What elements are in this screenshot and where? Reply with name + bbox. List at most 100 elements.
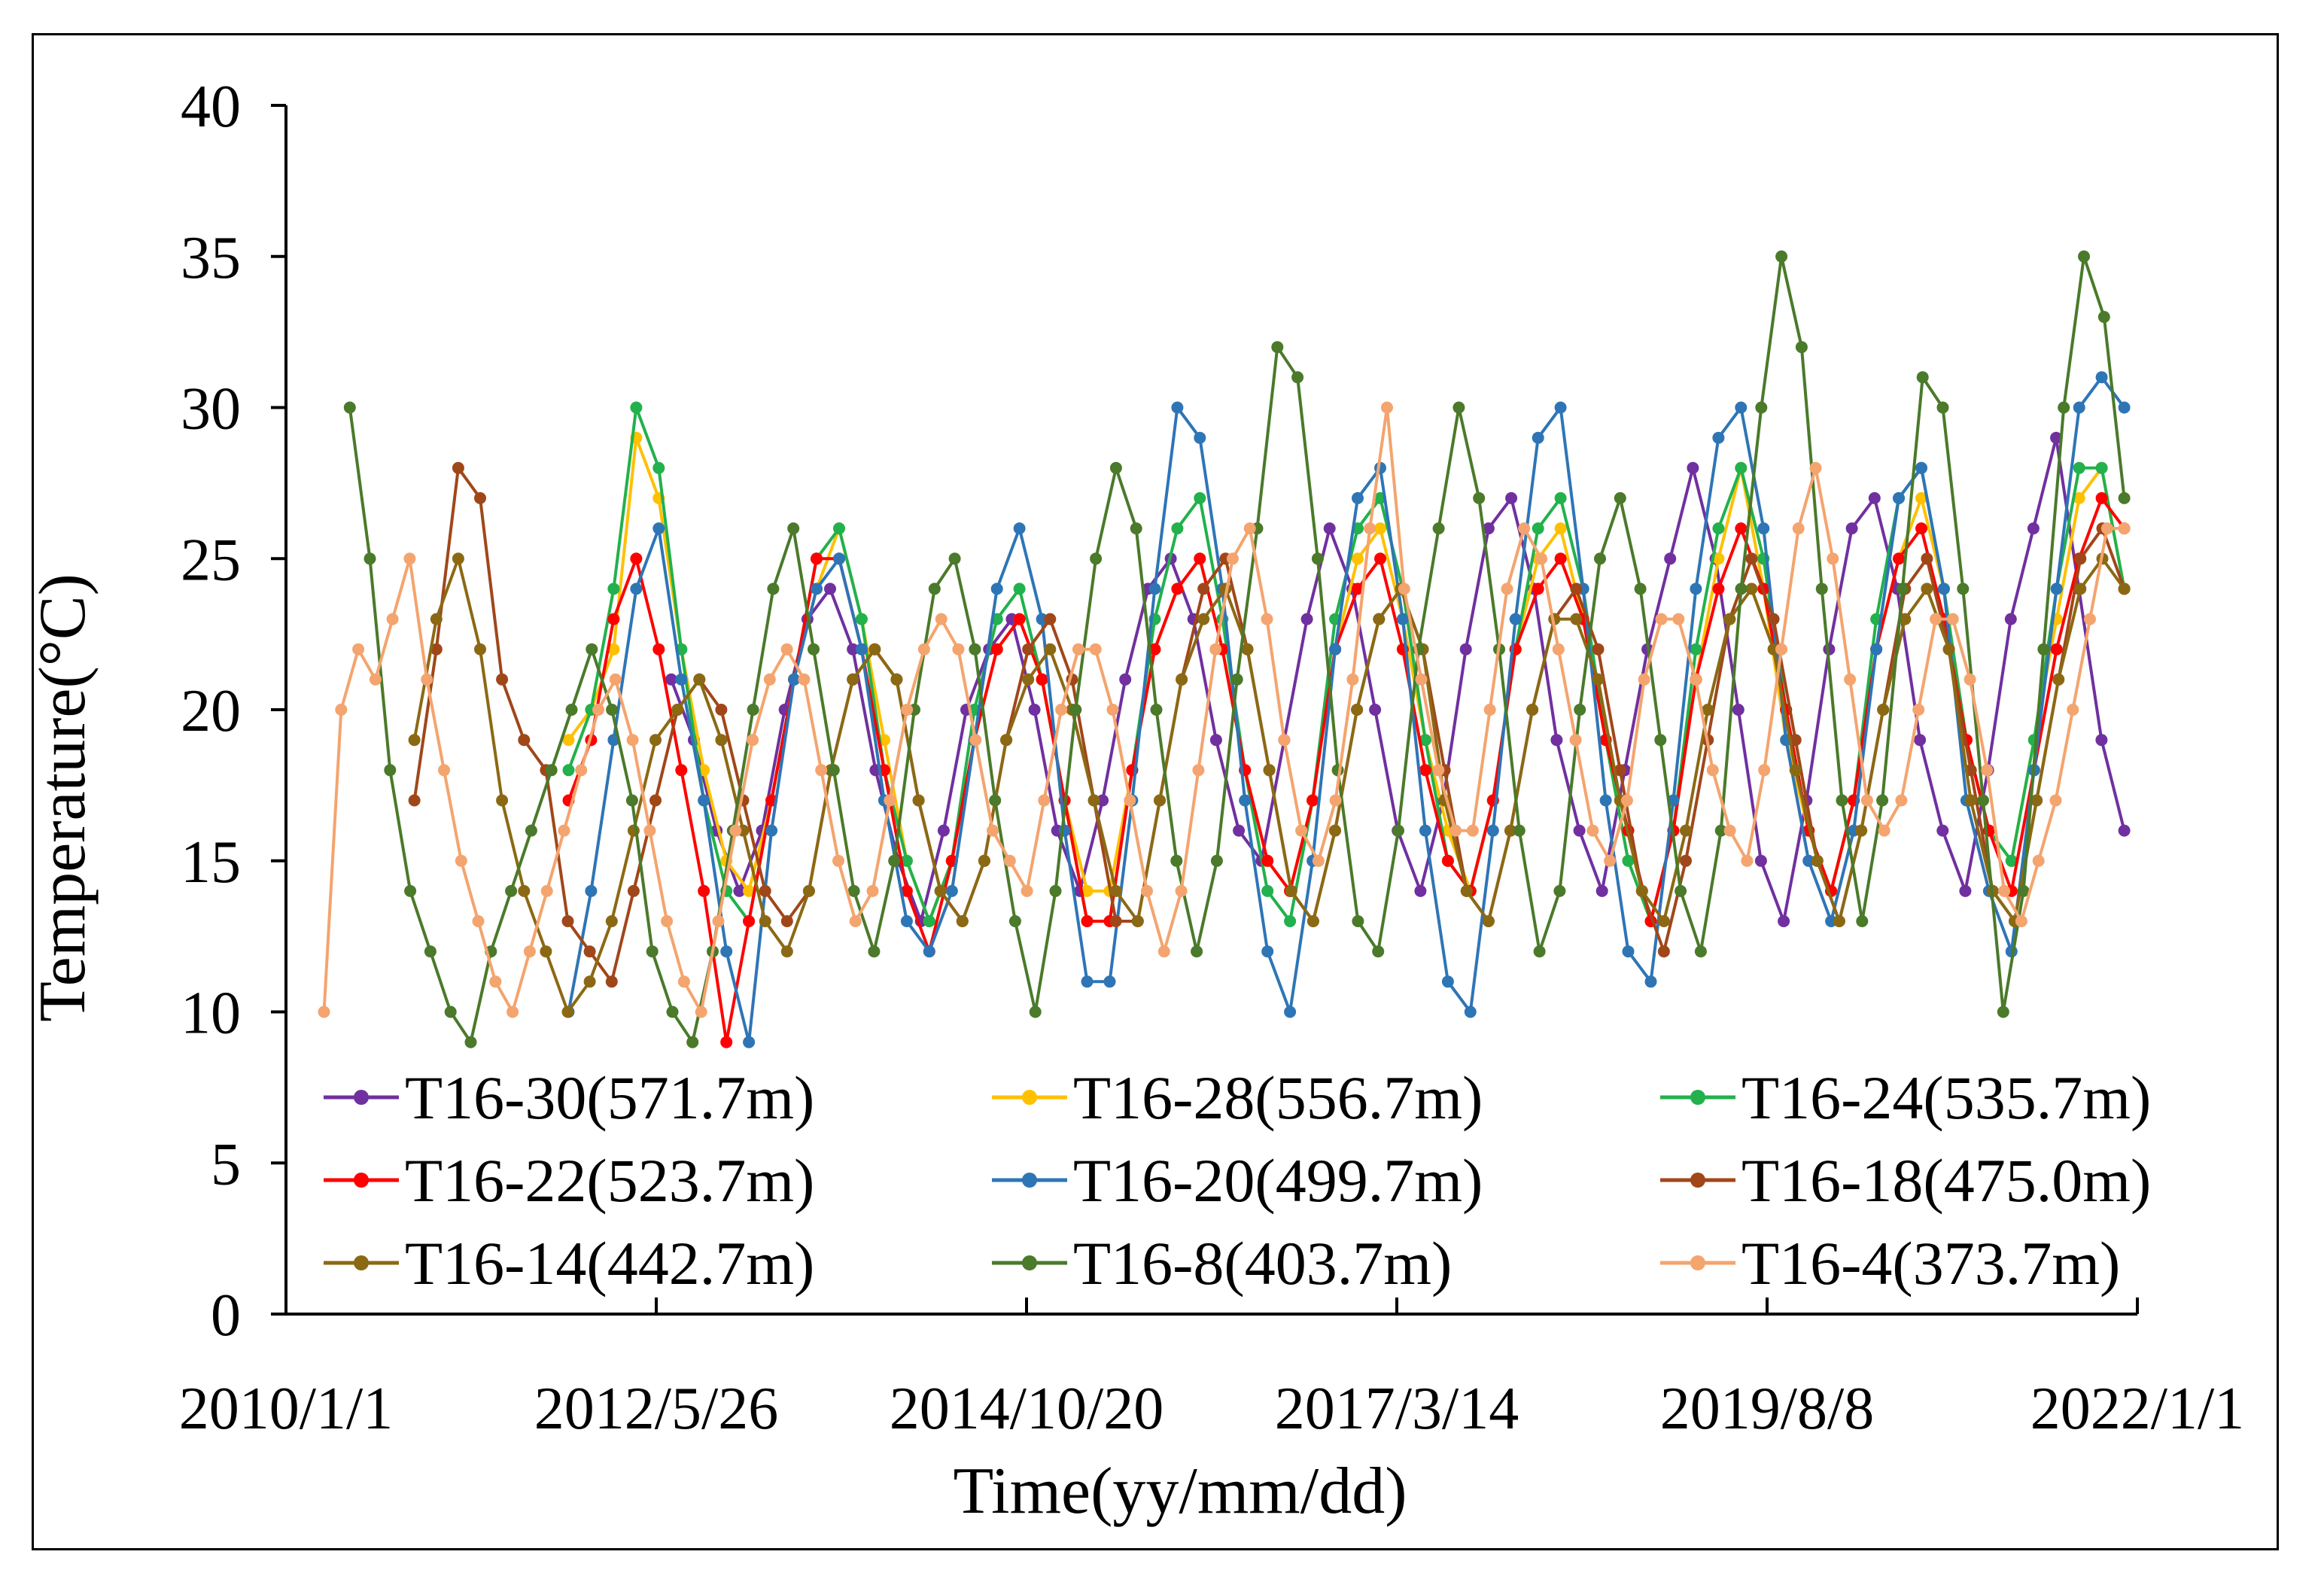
data-point xyxy=(917,643,930,656)
legend-marker xyxy=(1690,1090,1705,1105)
data-point xyxy=(847,884,860,897)
data-point xyxy=(1690,643,1702,656)
legend-label: T16-8(403.7m) xyxy=(1073,1229,1452,1298)
data-point xyxy=(1482,522,1495,535)
data-point xyxy=(2050,643,2063,656)
data-point xyxy=(1352,491,1364,504)
x-tick-label: 2012/5/26 xyxy=(534,1376,778,1442)
data-point xyxy=(1792,522,1805,535)
data-point xyxy=(1278,734,1291,747)
data-point xyxy=(661,915,674,927)
data-point xyxy=(1570,583,1583,595)
data-point xyxy=(1044,613,1057,625)
data-point xyxy=(1192,764,1205,777)
data-point xyxy=(630,552,643,565)
data-point xyxy=(1767,613,1780,625)
data-point xyxy=(1191,945,1203,958)
data-point xyxy=(1964,673,1976,686)
data-point xyxy=(1028,704,1041,716)
data-point xyxy=(489,975,502,988)
data-point xyxy=(605,915,618,927)
legend-marker xyxy=(354,1255,369,1270)
data-point xyxy=(1687,461,1699,474)
data-point xyxy=(767,583,780,595)
legend-label: T16-30(571.7m) xyxy=(405,1063,814,1132)
legend-item: T16-8(403.7m) xyxy=(992,1229,1452,1298)
data-point xyxy=(1419,824,1431,837)
data-point xyxy=(605,975,618,988)
data-point xyxy=(318,1005,330,1018)
data-point xyxy=(1501,583,1513,595)
data-point xyxy=(1197,613,1210,625)
data-point xyxy=(562,734,575,747)
data-point xyxy=(2095,734,2108,747)
data-point xyxy=(833,522,845,535)
data-point xyxy=(1226,552,1239,565)
data-point xyxy=(1690,673,1702,686)
data-point xyxy=(1398,583,1410,595)
data-point xyxy=(424,945,437,958)
data-point xyxy=(1197,583,1210,595)
data-point xyxy=(2118,583,2131,595)
y-tick-label: 0 xyxy=(211,1282,241,1349)
data-point xyxy=(1893,552,1905,565)
data-point xyxy=(607,613,620,625)
data-point xyxy=(1622,854,1635,867)
data-point xyxy=(1271,341,1284,354)
data-point xyxy=(1351,704,1364,716)
data-point xyxy=(1775,250,1788,263)
data-point xyxy=(763,673,776,686)
legend-marker xyxy=(1022,1090,1037,1105)
data-point xyxy=(1644,975,1657,988)
data-point xyxy=(545,764,558,777)
data-point xyxy=(1261,854,1274,867)
data-point xyxy=(956,915,969,927)
data-point xyxy=(1915,461,1927,474)
data-point xyxy=(1374,552,1386,565)
data-point xyxy=(1712,431,1725,444)
x-axis-title: Time(yy/mm/dd) xyxy=(953,1455,1407,1528)
y-tick-label: 35 xyxy=(181,225,241,291)
data-point xyxy=(1352,583,1364,595)
legend-marker xyxy=(354,1090,369,1105)
data-point xyxy=(890,673,903,686)
data-point xyxy=(1022,673,1035,686)
data-point xyxy=(2073,491,2085,504)
data-point xyxy=(1473,491,1486,504)
data-point xyxy=(759,884,771,897)
data-point xyxy=(1483,704,1496,716)
data-point xyxy=(421,673,433,686)
data-point xyxy=(1836,794,1848,807)
data-point xyxy=(1921,583,1933,595)
data-point xyxy=(935,613,948,625)
data-point xyxy=(1957,583,1970,595)
data-point xyxy=(1364,522,1376,535)
legend-item: T16-18(475.0m) xyxy=(1660,1146,2151,1215)
x-tick-label: 2017/3/14 xyxy=(1275,1376,1519,1442)
data-point xyxy=(1844,673,1857,686)
data-point xyxy=(1533,945,1546,958)
data-point xyxy=(808,643,820,656)
data-point xyxy=(1150,704,1163,716)
data-point xyxy=(652,522,665,535)
data-point xyxy=(1675,884,1687,897)
data-point xyxy=(540,884,553,897)
data-point xyxy=(733,884,746,897)
data-point xyxy=(1664,552,1677,565)
data-point xyxy=(1513,824,1526,837)
data-point xyxy=(1586,824,1599,837)
data-point xyxy=(1369,704,1382,716)
data-point xyxy=(1044,643,1057,656)
data-point xyxy=(1789,764,1802,777)
data-point xyxy=(780,915,793,927)
data-point xyxy=(811,552,823,565)
data-point xyxy=(1959,884,1972,897)
data-point xyxy=(1758,764,1771,777)
data-point xyxy=(2073,401,2085,414)
data-point xyxy=(1655,613,1668,625)
data-point xyxy=(743,915,756,927)
data-point xyxy=(1300,613,1313,625)
data-point xyxy=(1285,884,1297,897)
data-point xyxy=(847,643,859,656)
data-point xyxy=(1930,613,1942,625)
